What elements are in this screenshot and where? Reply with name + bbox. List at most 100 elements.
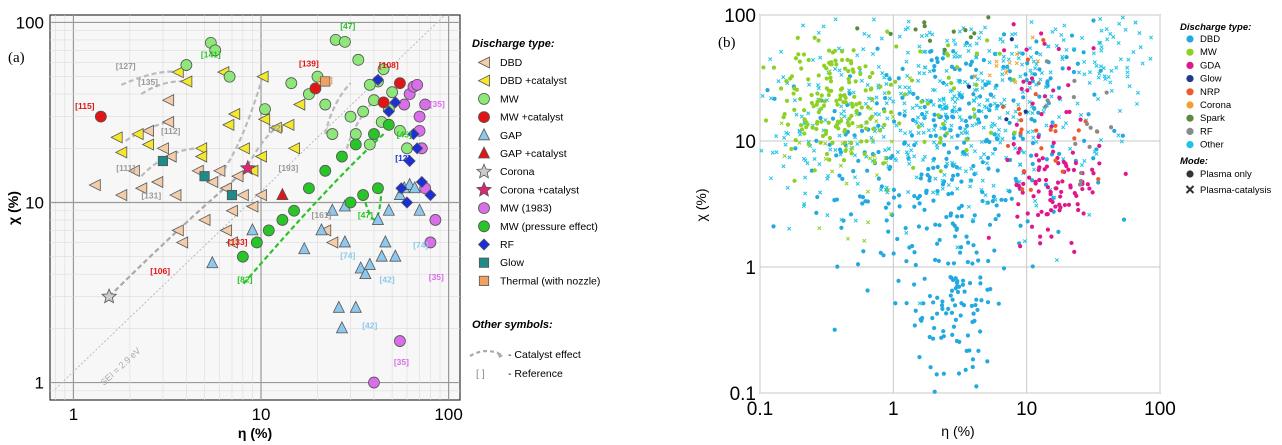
point-gda <box>1027 175 1032 180</box>
point-mw <box>949 80 954 86</box>
point-rf <box>407 127 420 141</box>
point-gda <box>1056 161 1061 166</box>
point-dbd <box>948 274 953 280</box>
point-mw <box>951 86 957 91</box>
point-dbd <box>973 67 979 72</box>
cross-other <box>1135 90 1141 95</box>
point-dbd <box>865 288 870 293</box>
point-corona <box>101 288 118 304</box>
point-gda <box>1057 95 1062 100</box>
cross-other <box>960 92 965 97</box>
cross-other <box>949 135 954 140</box>
y-tick-label: 100 <box>724 6 756 27</box>
point-mw <box>870 70 875 76</box>
point-dbd <box>909 133 915 138</box>
legend-marker-glow <box>478 257 490 268</box>
point-nrp <box>1053 158 1058 163</box>
point-mw <box>368 94 380 107</box>
cross-other <box>909 148 914 153</box>
cross-other <box>974 54 979 59</box>
cross-corona <box>1007 60 1012 65</box>
cross-other <box>922 71 927 76</box>
point-rf <box>411 142 424 155</box>
cross-mw <box>844 181 849 186</box>
point-gda <box>1029 76 1035 81</box>
cross-mw <box>850 146 855 151</box>
cross-other <box>996 127 1002 132</box>
point-dbd <box>883 205 889 210</box>
cross-mw <box>888 211 894 216</box>
cross-mw <box>844 146 849 151</box>
point-dbd <box>1030 161 1035 167</box>
cross-other <box>986 106 991 111</box>
point-mw-pressure-effect <box>357 189 369 201</box>
point-dbd <box>1086 112 1091 117</box>
cross-mw <box>872 158 878 163</box>
cross-other <box>1075 101 1080 106</box>
point-dbd <box>957 107 962 112</box>
cross-other <box>997 115 1002 121</box>
point-gda <box>1020 190 1025 195</box>
point-dbd <box>992 248 997 253</box>
cross-other <box>968 178 973 183</box>
cross-mw <box>874 173 880 178</box>
point-dbd <box>985 155 991 161</box>
point-mw <box>788 76 793 81</box>
point-dbd-catalyst <box>131 127 144 141</box>
point-dbd <box>966 240 971 245</box>
point-dbd <box>910 117 916 123</box>
point-gda <box>1045 212 1050 217</box>
point-dbd <box>970 261 975 266</box>
point-dbd <box>951 261 957 266</box>
point-gda <box>986 235 991 240</box>
point-spark <box>913 27 918 32</box>
point-dbd <box>1037 67 1042 72</box>
cross-other <box>916 63 921 68</box>
point-dbd <box>944 214 949 220</box>
cross-other <box>869 135 874 140</box>
point-dbd <box>955 214 960 219</box>
mode-plasma-catalysis: Plasma-catalysis <box>1200 185 1272 196</box>
point-mw <box>936 113 941 118</box>
point-dbd <box>963 118 968 124</box>
point-gda <box>1036 167 1041 173</box>
point-gap-catalyst <box>276 187 289 200</box>
legend-marker-gap <box>477 127 491 141</box>
point-mw <box>843 100 848 105</box>
point-dbd <box>910 243 915 249</box>
point-dbd <box>1071 69 1077 75</box>
point-mw <box>964 137 969 142</box>
point-dbd <box>114 188 128 202</box>
cross-mw <box>817 226 822 231</box>
point-mw <box>799 66 804 71</box>
point-nrp <box>1020 187 1025 192</box>
point-dbd <box>915 196 920 201</box>
point-gda <box>1069 240 1074 246</box>
cross-other <box>1046 44 1051 49</box>
point-mw-catalyst <box>377 96 390 109</box>
cross-other <box>1017 179 1022 184</box>
point-mw <box>888 110 894 115</box>
point-mw <box>827 135 833 141</box>
cross-other <box>1140 61 1145 66</box>
cross-other <box>1099 45 1104 50</box>
cross-other <box>1016 56 1021 61</box>
cross-corona <box>994 59 999 64</box>
arrowhead-icon <box>497 351 503 358</box>
reference-label: [35] <box>429 272 444 282</box>
point-dbd <box>940 56 945 61</box>
point-mw <box>819 119 824 124</box>
point-mw <box>815 119 820 125</box>
cross-other <box>1148 56 1153 61</box>
point-dbd <box>983 82 988 87</box>
cross-other <box>800 23 806 28</box>
cross-other <box>1009 51 1014 56</box>
cross-other <box>998 140 1003 145</box>
cross-mw <box>840 141 845 146</box>
cross-other <box>1118 57 1123 62</box>
reference-label: [12] <box>395 153 410 163</box>
cross-other <box>1098 16 1103 22</box>
point-mw <box>941 121 946 127</box>
point-mw-pressure-effect <box>372 182 384 195</box>
cross-other <box>1020 62 1025 67</box>
